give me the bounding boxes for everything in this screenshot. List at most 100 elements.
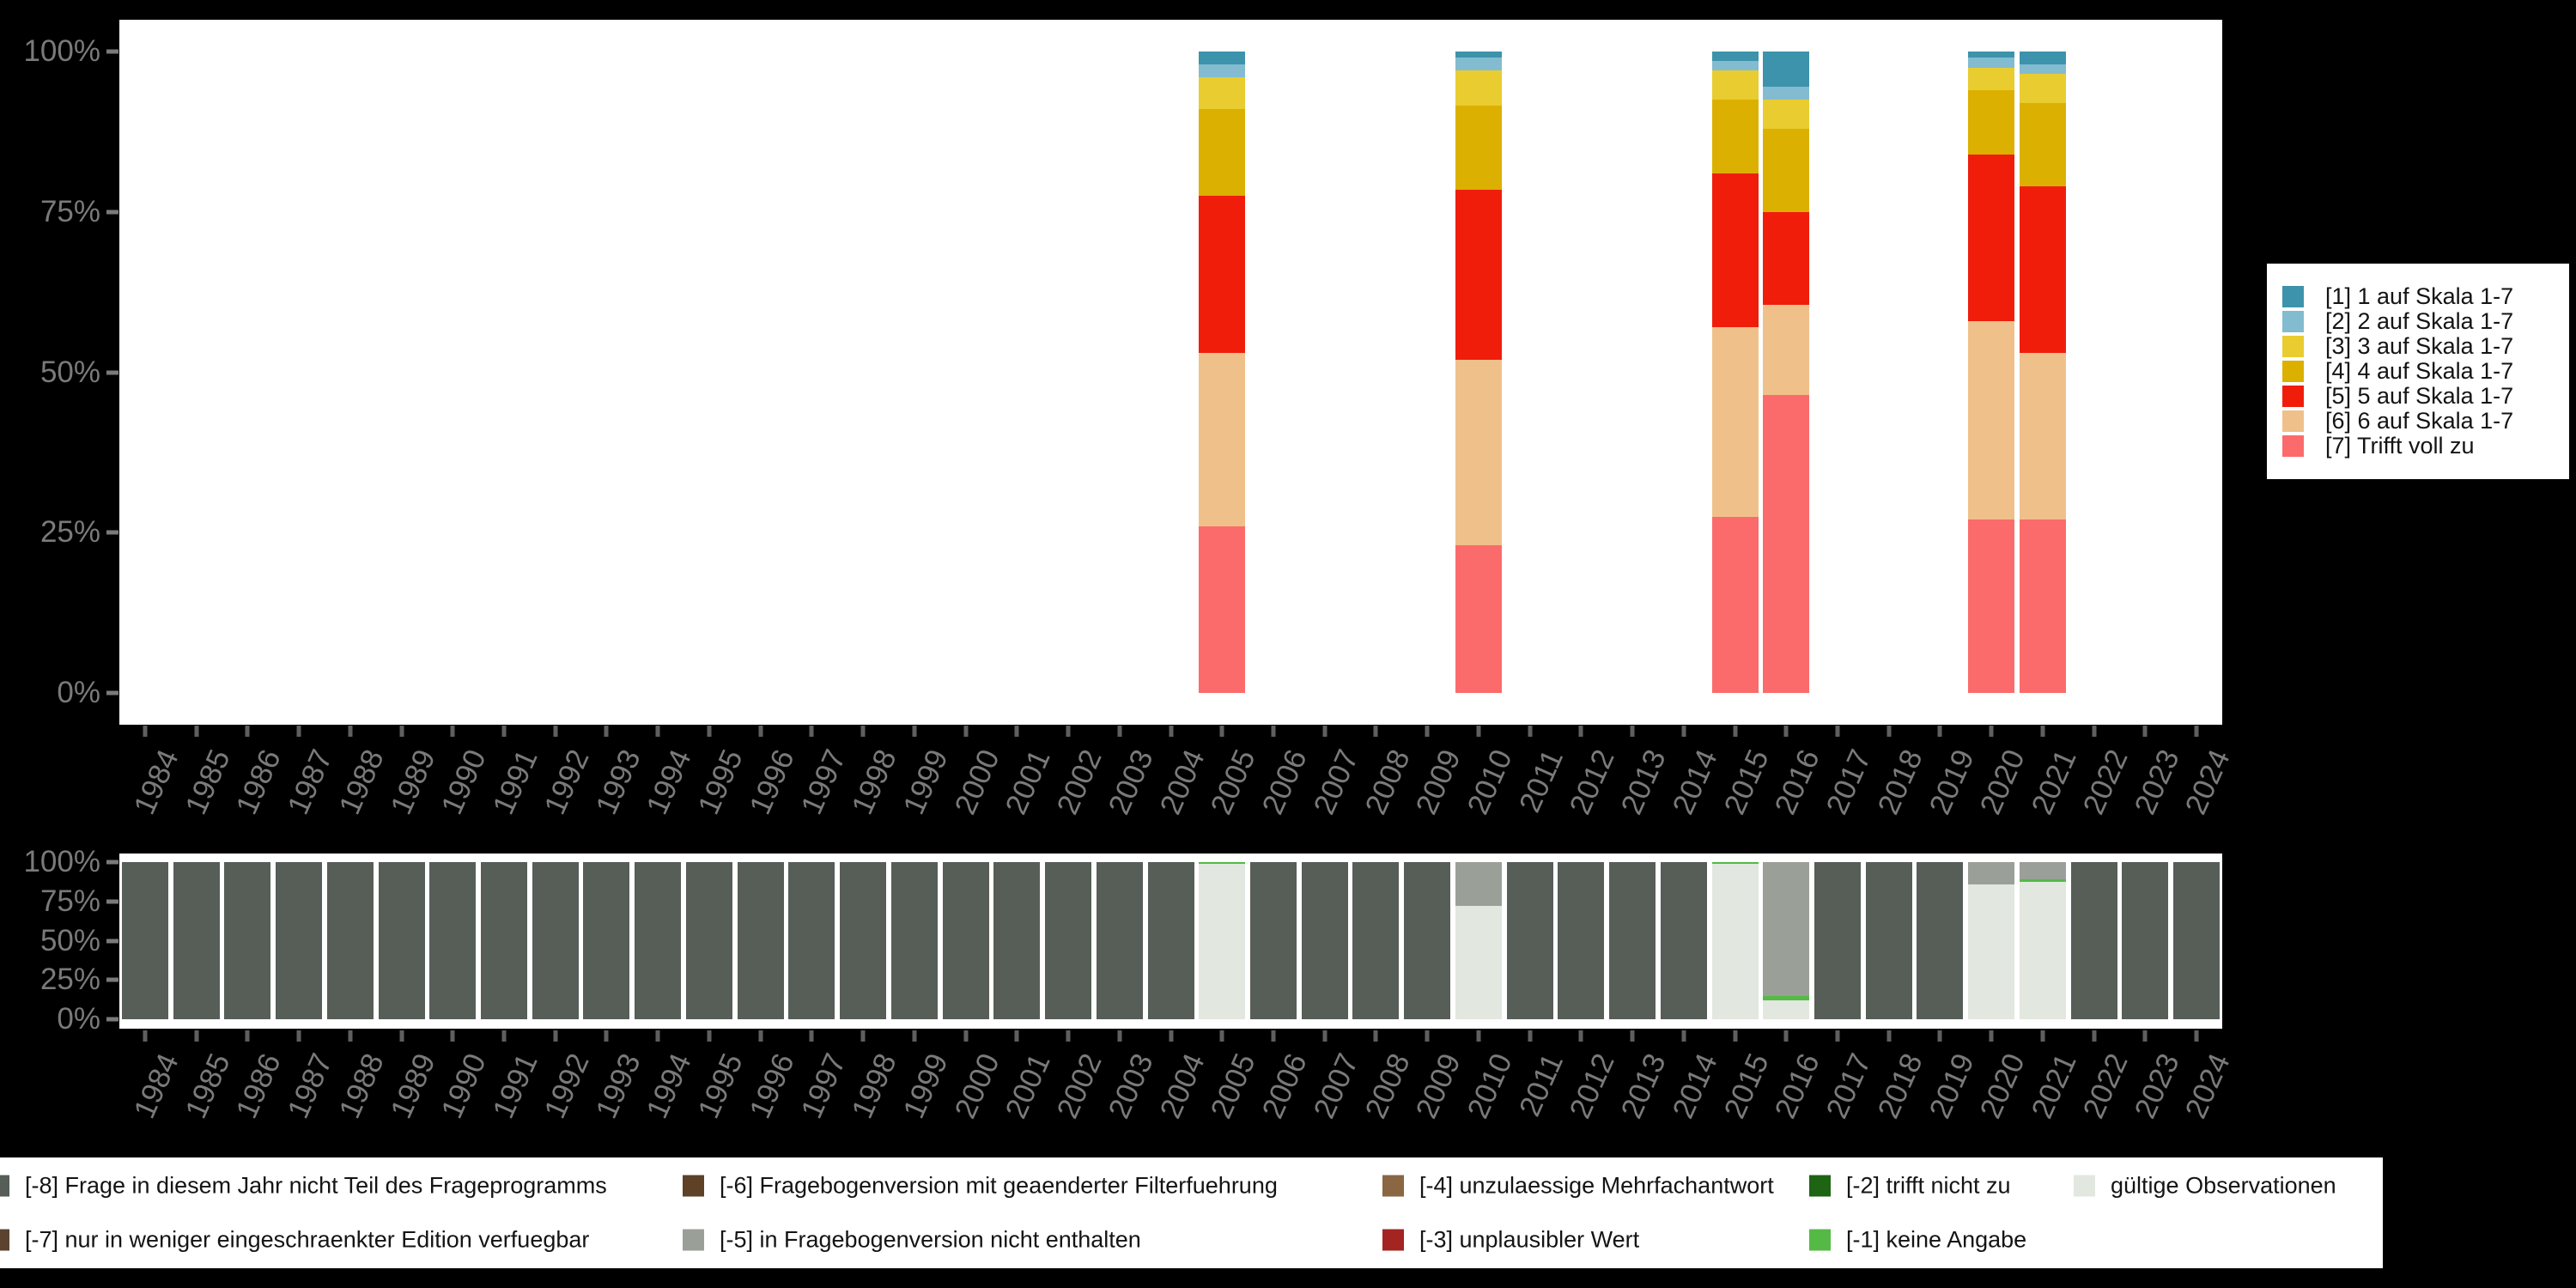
x-axis-tick-mark	[604, 1030, 609, 1042]
x-axis-year-label: 2012	[1563, 744, 1622, 820]
x-axis-year-label: 1991	[486, 1048, 544, 1124]
x-axis-tick-mark	[399, 726, 404, 737]
missing-bar-2012	[1558, 862, 1605, 1019]
legend-label: [-7] nur in weniger eingeschraenkter Edi…	[25, 1226, 590, 1253]
x-axis-tick-mark	[1373, 1030, 1378, 1042]
x-axis-year-label: 2021	[2025, 744, 2083, 820]
x-axis-tick-mark	[1014, 1030, 1019, 1042]
bar-segment	[1199, 109, 1246, 197]
missing-bar-1998	[840, 862, 887, 1019]
y-axis-tick-mark	[106, 530, 118, 535]
y-axis-tick-mark	[106, 210, 118, 215]
x-axis-tick-mark	[1886, 726, 1892, 737]
x-axis-tick-mark	[1066, 1030, 1071, 1042]
legend-item: [-7] nur in weniger eingeschraenkter Edi…	[0, 1227, 589, 1254]
y-axis-tick-mark	[106, 899, 118, 904]
missing-bar-2000	[942, 862, 989, 1019]
bar-segment	[1917, 862, 1964, 1019]
legend-item: [-2] trifft nicht zu	[1809, 1173, 2011, 1200]
legend-item: [3] 3 auf Skala 1-7	[2282, 333, 2569, 359]
bar-segment	[1455, 58, 1502, 71]
x-axis-year-label: 2020	[1973, 744, 2032, 820]
bar-segment	[2019, 64, 2066, 75]
x-axis-year-label: 1994	[640, 1048, 698, 1124]
x-axis-year-label: 2023	[2127, 744, 2186, 820]
bar-segment	[1711, 863, 1759, 1019]
x-axis-year-label: 1998	[845, 1048, 903, 1124]
bottom-chart-plot-area	[119, 854, 2222, 1029]
bar-segment	[1968, 52, 2015, 58]
missing-bar-2011	[1506, 862, 1553, 1019]
x-axis-tick-mark	[2092, 726, 2097, 737]
bar-segment	[2019, 519, 2066, 693]
bar-segment	[1711, 70, 1759, 100]
y-axis-tick-mark	[106, 939, 118, 943]
x-axis-tick-mark	[1169, 726, 1173, 737]
missing-bar-2009	[1404, 862, 1451, 1019]
stacked-bar-2016	[1763, 52, 1810, 693]
legend-item: [1] 1 auf Skala 1-7	[2282, 283, 2569, 309]
x-axis-year-label: 1995	[691, 744, 750, 820]
bar-segment	[2019, 102, 2066, 186]
legend-item: [-4] unzulaessige Mehrfachantwort	[1382, 1173, 1774, 1200]
x-axis-year-label: 2002	[1050, 1048, 1109, 1124]
x-axis-tick-mark	[2040, 1030, 2045, 1042]
x-axis-tick-mark	[1630, 726, 1635, 737]
x-axis-tick-mark	[963, 1030, 969, 1042]
missing-bar-2003	[1096, 862, 1143, 1019]
missing-bar-1985	[173, 862, 220, 1019]
x-axis-tick-mark	[1733, 1030, 1738, 1042]
missing-bar-2016	[1763, 862, 1810, 1019]
legend-item: [5] 5 auf Skala 1-7	[2282, 383, 2569, 409]
top-chart-plot-area	[119, 20, 2222, 725]
y-axis-tick-mark	[106, 860, 118, 865]
x-axis-year-label: 2020	[1973, 1048, 2032, 1124]
x-axis-year-label: 2007	[1307, 744, 1365, 820]
legend-label: [2] 2 auf Skala 1-7	[2325, 308, 2514, 334]
missing-bar-1996	[737, 862, 784, 1019]
y-axis-tick-label: 25%	[39, 963, 100, 997]
legend-label: [-3] unplausibler Wert	[1419, 1226, 1640, 1253]
x-axis-tick-mark	[1117, 1030, 1122, 1042]
y-axis-tick-label: 50%	[39, 355, 100, 389]
x-axis-tick-mark	[553, 726, 558, 737]
bar-segment	[942, 862, 989, 1019]
bar-segment	[1249, 862, 1297, 1019]
x-axis-year-label: 2000	[948, 1048, 1006, 1124]
bar-segment	[1711, 862, 1759, 864]
x-axis-tick-mark	[399, 1030, 404, 1042]
x-axis-tick-mark	[1989, 726, 1994, 737]
x-axis-year-label: 2014	[1666, 744, 1724, 820]
bar-segment	[1968, 519, 2015, 693]
bar-segment	[1763, 1000, 1810, 1019]
x-axis-year-label: 2001	[999, 1048, 1058, 1124]
bar-segment	[737, 862, 784, 1019]
x-axis-tick-mark	[1835, 1030, 1840, 1042]
x-axis-year-label: 1989	[384, 1048, 442, 1124]
x-axis-tick-mark	[2194, 726, 2199, 737]
missing-bar-2024	[2173, 862, 2221, 1019]
legend-label: [5] 5 auf Skala 1-7	[2325, 383, 2514, 409]
bar-segment	[1763, 211, 1810, 306]
bar-segment	[1763, 995, 1810, 1001]
x-axis-tick-mark	[501, 1030, 507, 1042]
legend-label: gültige Observationen	[2111, 1172, 2336, 1199]
bar-segment	[1711, 52, 1759, 62]
x-axis-year-label: 2004	[1152, 1048, 1212, 1124]
x-axis-year-label: 2003	[1102, 744, 1160, 820]
missing-bar-2021	[2019, 862, 2066, 1019]
x-axis-tick-mark	[1578, 726, 1583, 737]
bar-segment	[1199, 76, 1246, 110]
x-axis-tick-mark	[2040, 726, 2045, 737]
bar-segment	[685, 862, 732, 1019]
scale-legend: [1] 1 auf Skala 1-7 [2] 2 auf Skala 1-7 [3…	[2267, 264, 2569, 479]
bar-segment	[2173, 862, 2221, 1019]
x-axis-year-label: 2008	[1358, 744, 1417, 820]
x-axis-tick-mark	[1476, 1030, 1481, 1042]
bar-segment	[1455, 189, 1502, 360]
legend-label: [-6] Fragebogenversion mit geaenderter F…	[720, 1172, 1278, 1199]
x-axis-tick-mark	[1681, 1030, 1686, 1042]
x-axis-tick-mark	[143, 726, 148, 737]
x-axis-year-label: 2003	[1102, 1048, 1160, 1124]
missing-bar-1993	[583, 862, 630, 1019]
